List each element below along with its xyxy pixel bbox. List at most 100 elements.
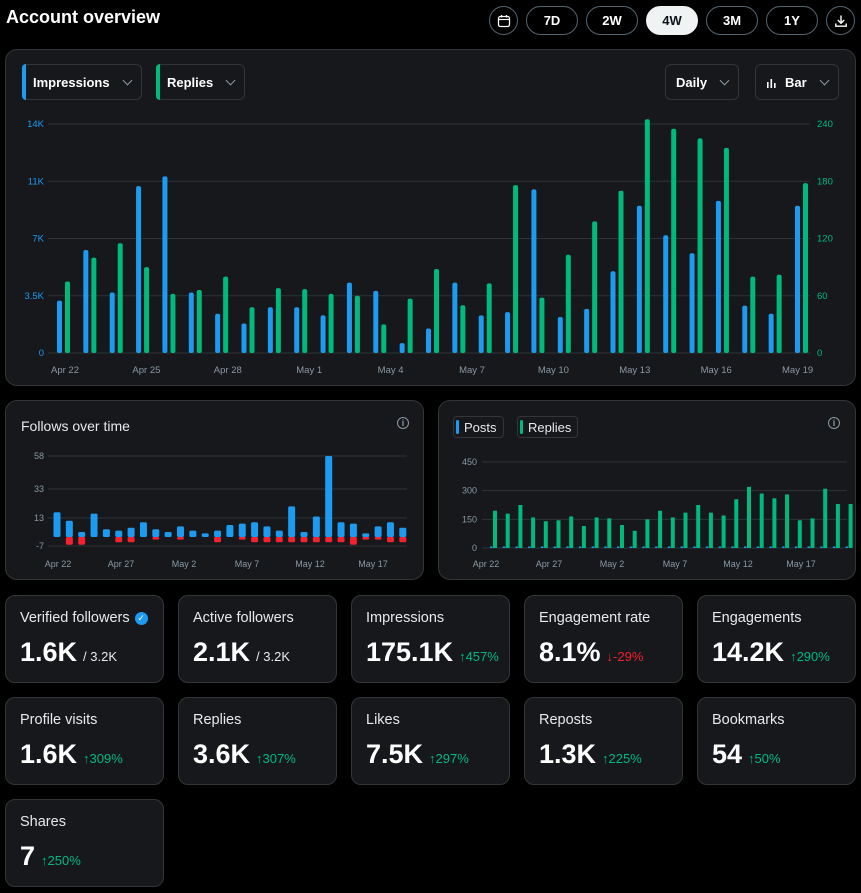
follows-bar — [177, 526, 184, 537]
impressions-bar — [399, 343, 405, 353]
unfollows-bar — [78, 537, 86, 545]
stat-label-text: Profile visits — [20, 712, 98, 728]
y-tick-label: 0 — [472, 543, 477, 553]
impressions-bar — [768, 313, 774, 353]
unfollows-bar — [152, 537, 160, 540]
unfollows-bar — [288, 537, 296, 543]
metric2-dropdown[interactable]: Replies — [156, 64, 246, 100]
replies-bar — [513, 185, 519, 353]
replies-bar — [658, 510, 663, 548]
unfollows-bar — [349, 537, 357, 545]
replies-bar — [644, 119, 650, 354]
stat-card: Likes 7.5K ↑297% — [351, 697, 510, 785]
unfollows-bar — [312, 537, 320, 543]
range-3m-button[interactable]: 3M — [706, 6, 758, 35]
stat-value-row: 14.2K ↑290% — [712, 637, 830, 668]
download-button[interactable] — [826, 6, 855, 35]
stat-label: Replies — [193, 712, 241, 728]
x-tick-label: May 7 — [235, 559, 260, 569]
y-left-tick-label: 7K — [32, 234, 44, 245]
x-tick-label: Apr 27 — [108, 559, 135, 569]
posts-bar — [845, 546, 849, 548]
x-tick-label: May 12 — [295, 559, 325, 569]
impressions-bar — [584, 308, 590, 353]
replies-bar — [407, 298, 413, 353]
follows-chart: -7 13 33 58 Apr 22 Apr 27 May 2 May 7 May 12 May … — [34, 451, 407, 569]
impressions-bar — [83, 249, 89, 353]
unfollows-bar — [275, 537, 283, 543]
stat-value-row: 1.6K / 3.2K — [20, 637, 117, 668]
impressions-bar — [162, 176, 168, 353]
x-tick-label: May 10 — [538, 365, 569, 376]
replies-bar — [223, 276, 229, 353]
stat-label-text: Reposts — [539, 712, 593, 728]
replies-bar — [797, 520, 802, 548]
posts-bar — [667, 546, 671, 548]
follows-bar — [263, 526, 271, 537]
stat-value-row: 2.1K / 3.2K — [193, 637, 290, 668]
x-tick-label: May 1 — [296, 365, 322, 376]
posts-bar — [629, 546, 633, 548]
range-1y-button[interactable]: 1Y — [766, 6, 818, 35]
stat-value: 8.1% — [539, 637, 601, 667]
stat-card: Replies 3.6K ↑307% — [178, 697, 337, 785]
posts-bar — [515, 546, 518, 548]
calendar-icon — [497, 14, 510, 27]
stat-label-text: Replies — [193, 712, 242, 728]
stat-value-row: 7.5K ↑297% — [366, 739, 469, 770]
posts-bar — [642, 546, 645, 548]
range-7d-button[interactable]: 7D — [526, 6, 578, 35]
x-tick-label: May 19 — [782, 365, 813, 376]
follows-bar — [102, 529, 110, 537]
y-tick-label: 150 — [462, 514, 477, 524]
legend-replies-chip[interactable]: Replies — [517, 416, 579, 438]
impressions-bar — [215, 313, 221, 353]
follows-bar — [189, 530, 197, 537]
stat-label: Engagements — [712, 610, 801, 626]
impressions-bar — [241, 323, 247, 353]
replies-bar — [543, 521, 548, 548]
legend-posts-chip[interactable]: Posts — [453, 416, 504, 438]
impressions-bar — [531, 189, 537, 353]
unfollows-bar — [337, 537, 345, 543]
replies-bar — [170, 293, 176, 353]
posts-bar — [820, 546, 823, 548]
replies-bar — [354, 295, 360, 353]
replies-bar — [144, 267, 150, 353]
posts-bar — [502, 546, 506, 548]
metric1-label: Impressions — [33, 74, 110, 90]
replies-bar — [607, 518, 612, 548]
stat-label-text: Likes — [366, 712, 400, 728]
range-2w-button[interactable]: 2W — [586, 6, 638, 35]
posts-bar — [604, 546, 607, 548]
follows-bar — [65, 520, 73, 537]
follows-bar — [337, 522, 345, 537]
replies-bar — [328, 293, 334, 353]
posts-bar — [769, 546, 772, 548]
replies-bar — [275, 288, 281, 353]
impressions-replies-chart: 0 3.5K 7K 11K 14K 0 60 120 180 240 Apr 22 Apr 25 Apr… — [24, 119, 832, 376]
replies-bar — [810, 518, 815, 548]
follows-bar — [152, 529, 160, 537]
interval-dropdown[interactable]: Daily — [665, 64, 740, 100]
y-tick-label: 450 — [462, 457, 477, 467]
info-icon[interactable]: i — [397, 417, 409, 429]
metric1-dropdown[interactable]: Impressions — [22, 64, 142, 100]
follows-bar — [275, 530, 283, 537]
impressions-bar — [663, 235, 669, 353]
stat-label-text: Bookmarks — [712, 712, 785, 728]
stat-value: 2.1K — [193, 637, 251, 667]
stat-label: Likes — [366, 712, 400, 728]
stat-label-text: Active followers — [193, 610, 294, 626]
stat-label-text: Verified followers — [20, 610, 130, 626]
info-icon[interactable]: i — [828, 417, 840, 429]
stat-value-row: 3.6K ↑307% — [193, 739, 296, 770]
chart-type-dropdown[interactable]: Bar — [755, 64, 839, 100]
posts-bar — [528, 546, 531, 548]
replies-bar — [632, 530, 637, 548]
range-4w-button[interactable]: 4W — [646, 6, 698, 35]
calendar-button[interactable] — [489, 6, 518, 35]
impressions-bar — [136, 186, 142, 353]
x-tick-label: May 17 — [358, 559, 388, 569]
impressions-bar — [795, 205, 800, 353]
